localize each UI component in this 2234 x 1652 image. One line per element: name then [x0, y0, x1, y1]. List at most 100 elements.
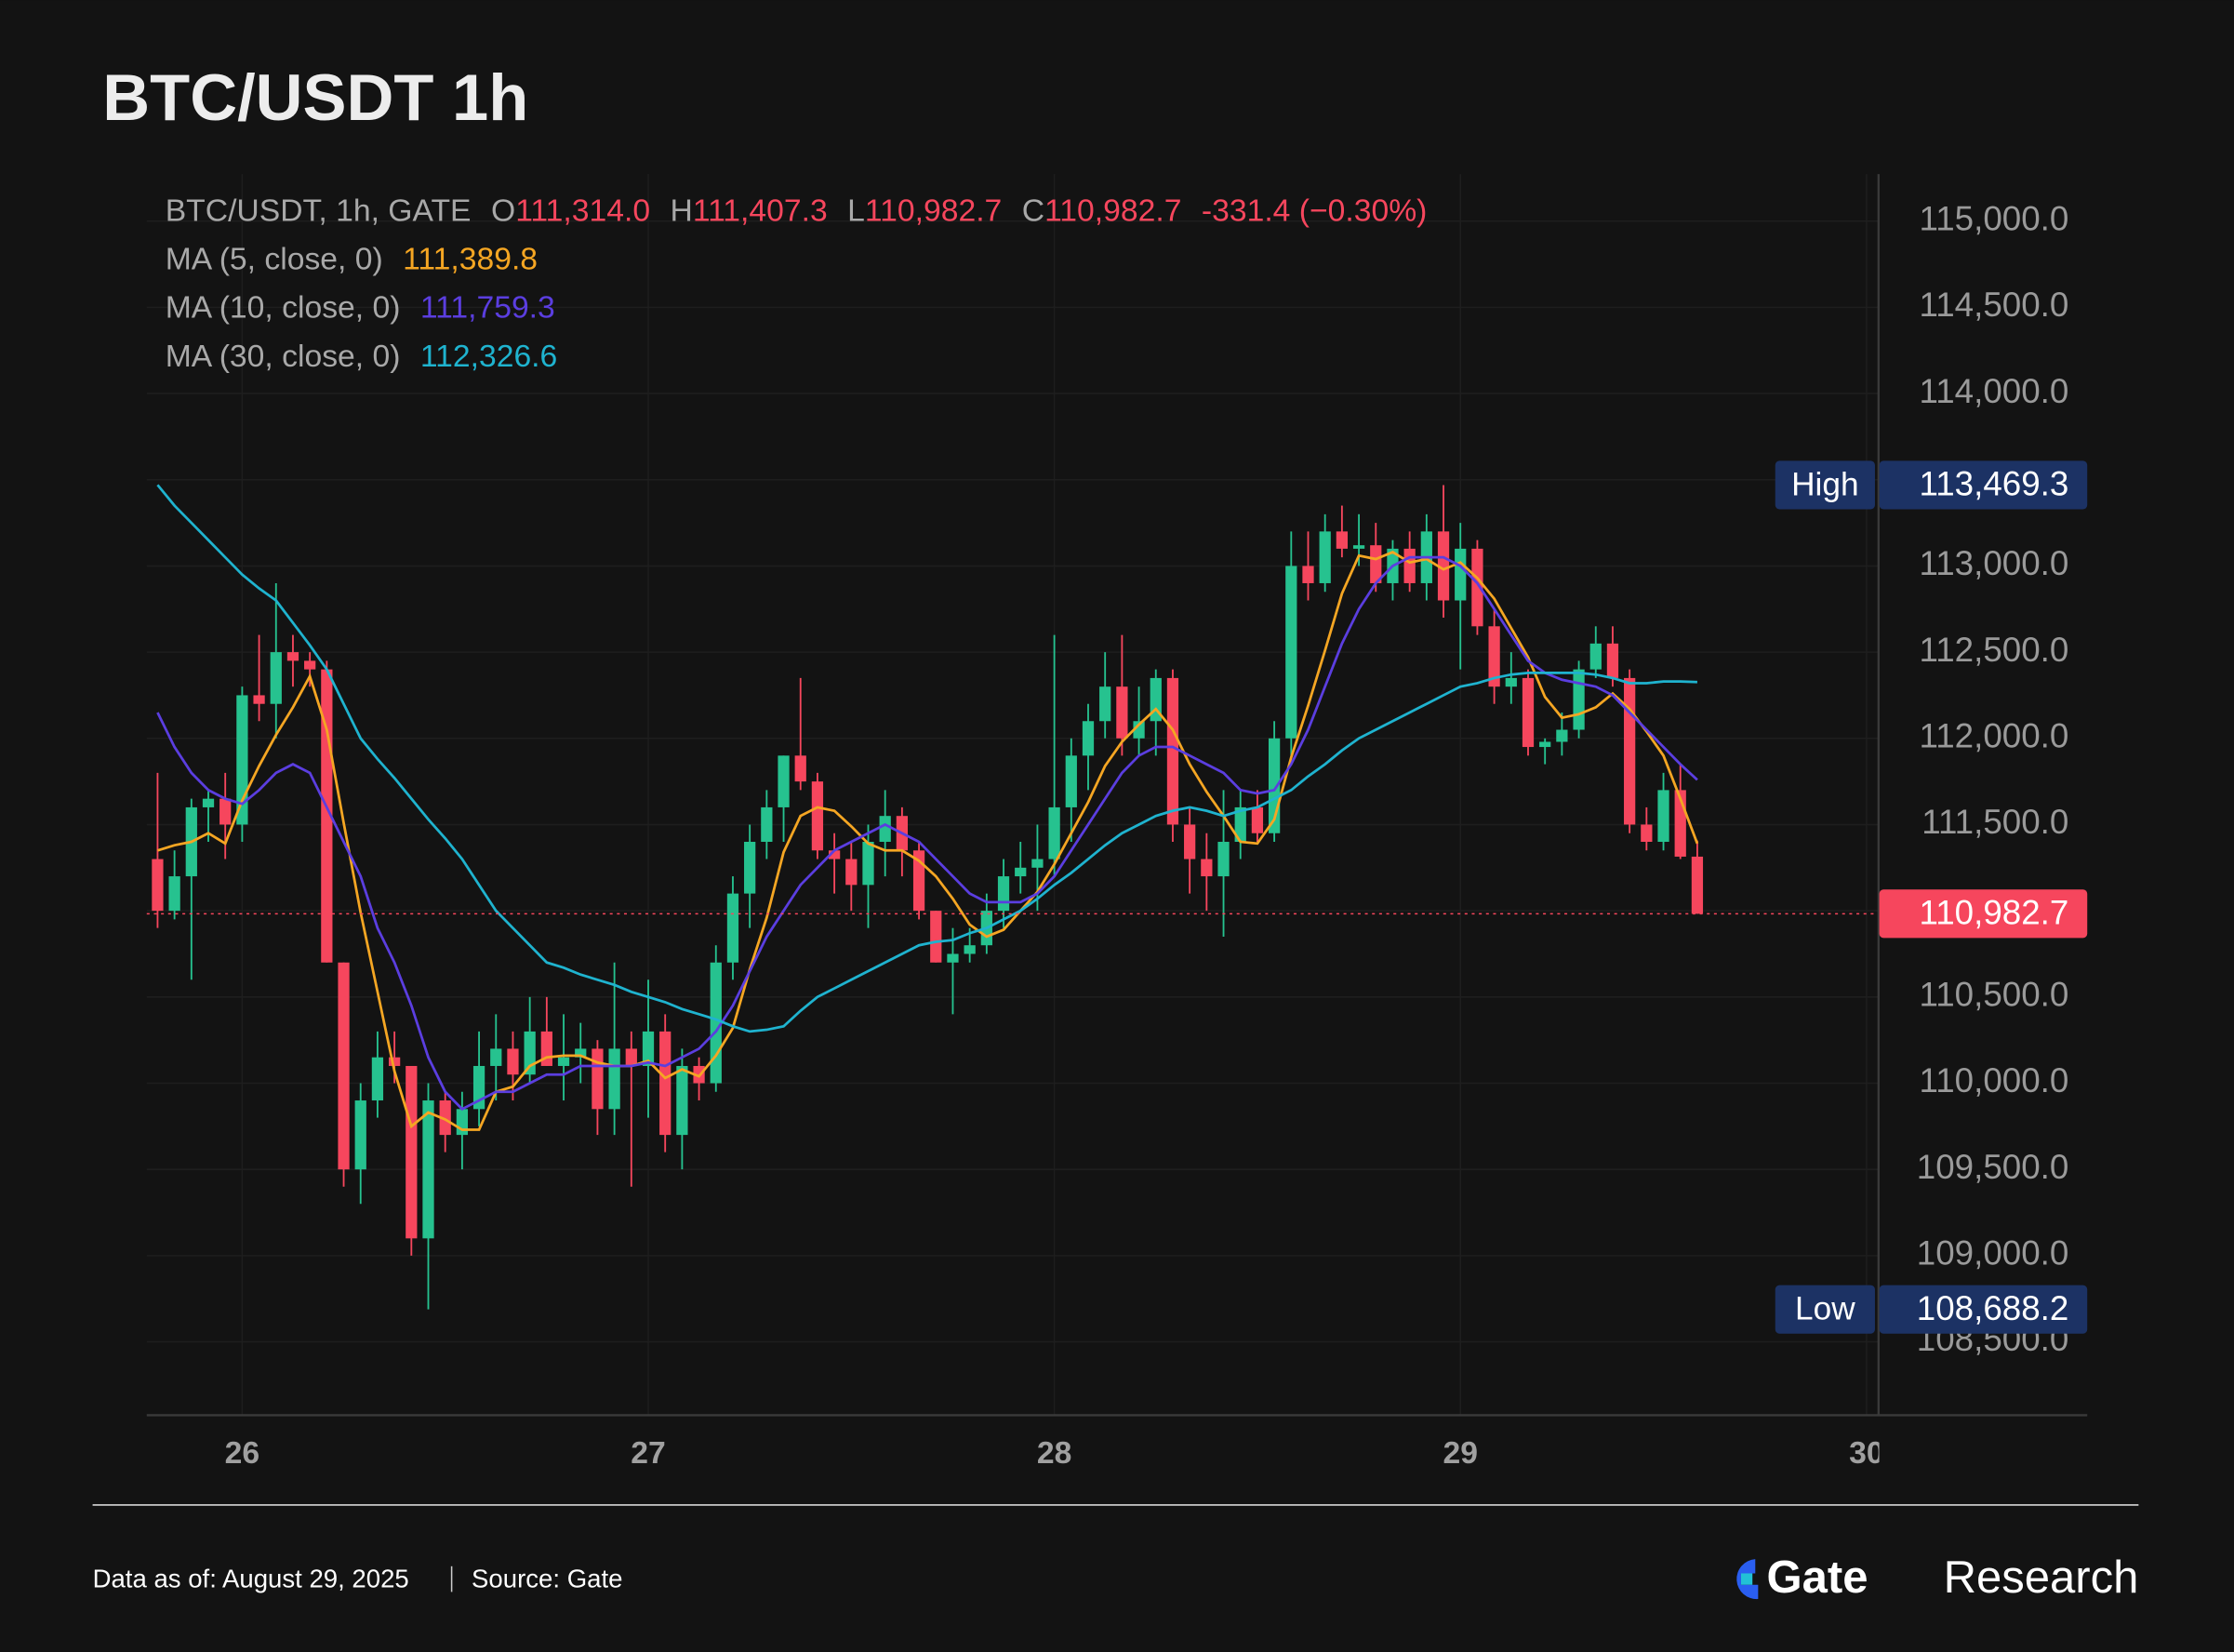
marker-value: 113,469.3 — [1920, 465, 2069, 503]
candle-body — [1471, 548, 1483, 627]
candle-body — [1133, 721, 1145, 739]
legend-key: C — [1022, 193, 1044, 228]
x-tick-label: 26 — [225, 1435, 259, 1471]
x-tick-label: 28 — [1037, 1435, 1071, 1471]
candle-body — [726, 893, 739, 963]
candle-body — [507, 1048, 519, 1075]
candle-body — [456, 1109, 469, 1136]
candle-body — [1166, 677, 1179, 825]
legend-key: H — [671, 193, 693, 228]
candle-body — [1352, 545, 1365, 549]
candle-body — [1370, 545, 1382, 583]
x-tick-label: 27 — [631, 1435, 665, 1471]
candle-body — [1234, 806, 1246, 843]
candle-body — [490, 1048, 502, 1066]
y-tick-label: 109,000.0 — [1917, 1234, 2069, 1272]
y-tick-label: 110,500.0 — [1920, 976, 2069, 1014]
legend-value: 110,982.7 — [865, 193, 1002, 228]
candle-body — [1319, 531, 1331, 583]
candle-body — [439, 1100, 451, 1136]
ma-legend: MA (30, close, 0) 112,326.6 — [166, 339, 558, 374]
candle-body — [354, 1100, 366, 1170]
ma-legend: MA (10, close, 0) 111,759.3 — [166, 290, 555, 326]
candle-body — [1522, 677, 1535, 748]
candle-body — [557, 1057, 570, 1066]
ma-line — [157, 551, 1699, 1131]
candle-body — [575, 1048, 587, 1058]
legend-key: L — [847, 193, 865, 228]
candle-body — [152, 859, 164, 912]
candle-body — [608, 1048, 620, 1110]
marker-value-box — [1879, 1285, 2088, 1334]
candle-body — [744, 842, 756, 894]
legend-entry: MA (30, close, 0) — [166, 339, 401, 374]
last-price-tag — [1879, 889, 2088, 939]
candle-body — [1082, 721, 1095, 756]
candle-body — [964, 945, 976, 954]
candle-body — [1336, 531, 1349, 549]
candle-body — [168, 876, 180, 912]
candle-body — [422, 1100, 434, 1239]
candle-body — [1099, 686, 1111, 722]
candle-body — [524, 1031, 536, 1075]
y-tick-label: 110,000.0 — [1920, 1061, 2069, 1099]
candle-body — [406, 1065, 418, 1239]
candle-body — [1201, 859, 1213, 877]
candle-body — [338, 962, 350, 1170]
legend-value: 110,982.7 — [1044, 193, 1181, 228]
candle-body — [997, 876, 1010, 912]
legend-value: 111,407.3 — [693, 193, 828, 228]
candle-body — [811, 781, 824, 851]
candle-body — [1031, 859, 1044, 868]
x-tick-label: 30 — [1849, 1435, 1883, 1471]
candle-body — [1048, 806, 1060, 859]
candle-body — [1488, 626, 1500, 687]
candle-body — [947, 953, 959, 963]
legend-value: 111,389.8 — [403, 242, 538, 277]
footer-source: Source: Gate — [472, 1564, 622, 1592]
candle-body — [930, 911, 942, 963]
candle-body — [1657, 790, 1669, 843]
last-price-label: 110,982.7 — [1920, 894, 2069, 932]
footer-date: Data as of: August 29, 2025 — [93, 1564, 409, 1592]
candle-body — [1184, 824, 1196, 859]
candle-body — [1573, 669, 1585, 730]
candle-body — [1285, 566, 1297, 739]
price-tags: 110,982.7 High 113,469.3 Low 108,688.2 — [1775, 460, 2088, 1334]
plot — [146, 484, 1879, 1310]
y-tick-label: 113,000.0 — [1920, 544, 2069, 582]
legend-value: 111,759.3 — [420, 290, 555, 326]
candle-body — [1217, 842, 1230, 877]
legend-value: 112,326.6 — [420, 339, 557, 374]
candle-body — [761, 806, 773, 843]
logo-mark — [1736, 1559, 1759, 1600]
chart-title: BTC/USDT 1h — [102, 60, 528, 134]
ohlc-legend: BTC/USDT, 1h, GATE O111,314.0 H111,407.3 L1… — [166, 193, 1428, 228]
y-tick-label: 114,000.0 — [1920, 372, 2069, 410]
marker-name-box — [1775, 1285, 1875, 1334]
candle-body — [388, 1057, 401, 1066]
candle-body — [710, 962, 722, 1084]
candle-body — [1302, 566, 1314, 583]
y-tick-label: 114,500.0 — [1920, 286, 2069, 324]
candle-body — [1437, 531, 1450, 601]
brand-name: Gate — [1767, 1552, 1868, 1603]
legend-entry: MA (10, close, 0) — [166, 290, 401, 326]
marker-value-box — [1879, 460, 2088, 510]
candle-body — [1624, 677, 1636, 825]
legend-value: 111,314.0 — [515, 193, 650, 228]
candle-body — [1589, 643, 1602, 670]
candle-body — [592, 1048, 604, 1110]
legend-key: O — [491, 193, 515, 228]
brand-suffix: Research — [1944, 1552, 2139, 1603]
marker-name-box — [1775, 460, 1875, 510]
candle-body — [1251, 806, 1264, 833]
legend: BTC/USDT, 1h, GATE O111,314.0 H111,407.3 L1… — [166, 193, 1428, 373]
candle-body — [845, 859, 858, 886]
candle-body — [1455, 548, 1467, 601]
candle-body — [659, 1031, 672, 1136]
ma-line — [156, 484, 1697, 1033]
candle-body — [794, 755, 806, 782]
